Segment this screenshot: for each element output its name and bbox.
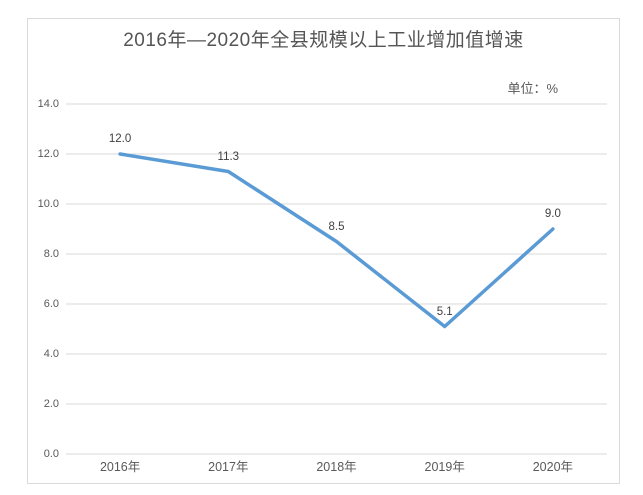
y-axis-tick-label: 2.0 xyxy=(43,398,59,410)
y-axis-tick-label: 12.0 xyxy=(37,148,59,160)
data-label: 9.0 xyxy=(544,208,561,220)
data-label: 12.0 xyxy=(108,133,132,145)
x-axis-tick-label: 2019年 xyxy=(424,460,465,474)
y-axis-tick-label: 10.0 xyxy=(37,198,59,210)
x-axis-tick-label: 2017年 xyxy=(208,460,249,474)
chart-title: 2016年—2020年全县规模以上工业增加值增速 xyxy=(123,30,524,51)
y-axis-tick-label: 8.0 xyxy=(43,248,59,260)
data-label: 11.3 xyxy=(217,150,240,163)
data-label: 8.5 xyxy=(328,220,345,233)
x-axis-tick-label: 2020年 xyxy=(532,460,574,474)
y-axis-tick-label: 14.0 xyxy=(37,98,59,110)
trend-line xyxy=(118,152,555,329)
y-axis-tick-label: 0.0 xyxy=(43,448,59,460)
y-axis-tick-label: 6.0 xyxy=(43,298,59,310)
x-axis-tick-label: 2016年 xyxy=(99,460,141,474)
y-axis-tick-label: 4.0 xyxy=(43,348,59,360)
plot-area xyxy=(66,103,607,455)
data-label: 5.1 xyxy=(436,305,453,318)
unit-label: 单位：% xyxy=(507,81,558,96)
x-axis-tick-label: 2018年 xyxy=(316,460,357,474)
chart-frame: 2016年—2020年全县规模以上工业增加值增速 单位：% 0.0 2.0 4.0 6… xyxy=(27,18,620,484)
